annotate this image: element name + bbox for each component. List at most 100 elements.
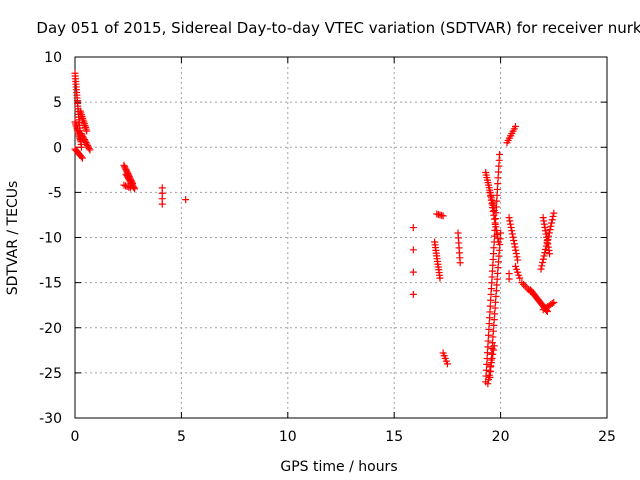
data-point (550, 209, 558, 217)
data-point (516, 274, 524, 282)
data-point (122, 182, 130, 190)
data-point (131, 185, 139, 193)
axis-ticks: 0 5 10 15 20 25 10 5 0 -5 -10 -15 -20 -25 -30 (39, 50, 616, 445)
data-point (439, 212, 447, 220)
data-point (436, 274, 444, 282)
data-point (506, 220, 514, 228)
data-point (82, 139, 90, 147)
data-point (78, 154, 86, 162)
data-point (158, 200, 166, 208)
data-point (548, 300, 556, 308)
data-point (548, 216, 556, 224)
data-point (485, 375, 493, 383)
data-point (489, 350, 497, 358)
data-point (508, 230, 516, 238)
data-point (487, 192, 495, 200)
data-point (490, 342, 498, 350)
data-point (79, 133, 87, 141)
y-tick-label: -15 (39, 276, 62, 292)
data-point (541, 249, 549, 257)
data-point (80, 136, 88, 144)
data-point (80, 134, 88, 142)
data-point (409, 224, 417, 232)
data-point (538, 262, 546, 270)
data-point (497, 229, 505, 237)
data-point (125, 183, 133, 191)
data-point (511, 122, 519, 130)
data-point (510, 240, 518, 248)
y-tick-label: -25 (39, 366, 62, 382)
data-point (490, 346, 498, 354)
y-tick-label: 10 (44, 50, 62, 66)
x-tick-label: 15 (385, 429, 403, 445)
chart-title: Day 051 of 2015, Sidereal Day-to-day VTE… (36, 19, 640, 37)
data-point (548, 219, 556, 227)
data-point (485, 371, 493, 379)
data-point (507, 223, 515, 231)
data-point (509, 233, 517, 241)
x-tick-label: 20 (492, 429, 510, 445)
data-point (443, 360, 451, 368)
data-point (545, 229, 553, 237)
data-point (486, 367, 494, 375)
x-axis-title: GPS time / hours (280, 459, 397, 475)
data-point (77, 130, 85, 138)
data-point (78, 131, 86, 139)
data-point (487, 363, 495, 371)
data-point (409, 268, 417, 276)
data-point (540, 252, 548, 260)
x-tick-label: 5 (177, 429, 186, 445)
data-point (506, 217, 514, 225)
data-point (505, 214, 513, 222)
data-point (456, 259, 464, 267)
data-point (546, 250, 554, 258)
data-point (515, 271, 523, 279)
data-point (539, 255, 547, 263)
data-point (508, 227, 516, 235)
data-point (505, 275, 513, 283)
data-point (123, 183, 131, 191)
data-point (546, 226, 554, 234)
data-point (488, 200, 496, 208)
data-point (511, 243, 519, 251)
y-tick-label: -20 (39, 321, 62, 337)
data-point (77, 153, 85, 161)
data-point (512, 246, 520, 254)
data-point (514, 256, 522, 264)
data-point (520, 280, 528, 288)
data-point (484, 380, 492, 388)
data-point (83, 140, 91, 148)
data-point (510, 236, 518, 244)
data-point (126, 184, 134, 192)
y-tick-label: -30 (39, 411, 62, 427)
data-point (84, 143, 92, 151)
data-point (409, 290, 417, 298)
data-point (86, 146, 94, 154)
data-point (513, 253, 521, 261)
y-tick-label: -10 (39, 231, 62, 247)
data-point (549, 212, 557, 220)
y-tick-label: 0 (53, 140, 62, 156)
data-point (547, 222, 555, 230)
data-point (487, 196, 495, 204)
x-tick-label: 0 (71, 429, 80, 445)
data-point (537, 265, 545, 273)
data-point (182, 196, 190, 204)
data-point (489, 204, 497, 212)
data-point (512, 250, 520, 258)
data-point (409, 246, 417, 254)
data-point (496, 150, 504, 158)
data-point (85, 144, 93, 152)
y-tick-label: 5 (53, 95, 62, 111)
y-tick-label: -5 (48, 185, 62, 201)
data-point (488, 354, 496, 362)
x-tick-label: 25 (598, 429, 616, 445)
gridlines (75, 57, 607, 418)
data-point (81, 137, 89, 145)
data-point (83, 127, 91, 135)
data-point (539, 259, 547, 267)
data-point (84, 142, 92, 150)
y-axis-title: SDTVAR / TECUs (5, 181, 21, 296)
data-point (486, 188, 494, 196)
